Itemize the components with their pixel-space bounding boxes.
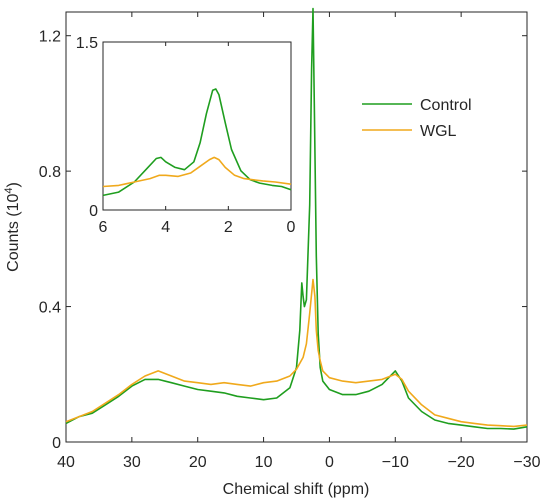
main-y-tick-label: 1.2 bbox=[39, 29, 61, 46]
inset-x-tick-label: 0 bbox=[287, 219, 296, 236]
inset-y-tick-label: 1.5 bbox=[76, 35, 98, 52]
y-axis-title-main: Counts (10 bbox=[5, 193, 22, 271]
main-plot-series bbox=[65, 7, 528, 430]
main-y-tick-label: 0.8 bbox=[39, 164, 61, 181]
main-x-tick-label: 10 bbox=[255, 454, 273, 471]
inset-axis-ticks: 6 4 2 0 0 1.5 bbox=[76, 35, 296, 236]
y-axis-title-superscript: 4 bbox=[3, 187, 15, 193]
legend: Control WGL bbox=[362, 97, 472, 140]
y-axis-title-close: ) bbox=[5, 182, 22, 187]
legend-label-control: Control bbox=[420, 97, 472, 114]
main-x-tick-label: 0 bbox=[325, 454, 334, 471]
main-x-tick-label: −10 bbox=[382, 454, 409, 471]
inset-y-tick-label: 0 bbox=[89, 203, 98, 220]
main-series-wgl bbox=[65, 278, 528, 428]
inset-series-wgl bbox=[102, 156, 292, 188]
main-x-tick-label: 30 bbox=[123, 454, 141, 471]
inset-x-tick-label: 4 bbox=[161, 219, 170, 236]
main-y-tick-label: 0.4 bbox=[39, 300, 61, 317]
y-axis-title: Counts (104) bbox=[3, 182, 22, 272]
main-x-tick-label: −30 bbox=[513, 454, 540, 471]
main-x-tick-label: −20 bbox=[448, 454, 475, 471]
legend-label-wgl: WGL bbox=[420, 123, 457, 140]
x-axis-title: Chemical shift (ppm) bbox=[223, 481, 370, 498]
inset-x-tick-label: 2 bbox=[224, 219, 233, 236]
inset-series-control bbox=[102, 88, 292, 197]
main-y-tick-label: 0 bbox=[52, 435, 61, 452]
main-x-tick-label: 40 bbox=[57, 454, 75, 471]
main-series-control bbox=[65, 7, 528, 430]
inset-x-tick-label: 6 bbox=[99, 219, 108, 236]
inset-plot-series bbox=[102, 88, 292, 197]
main-x-tick-label: 20 bbox=[189, 454, 207, 471]
